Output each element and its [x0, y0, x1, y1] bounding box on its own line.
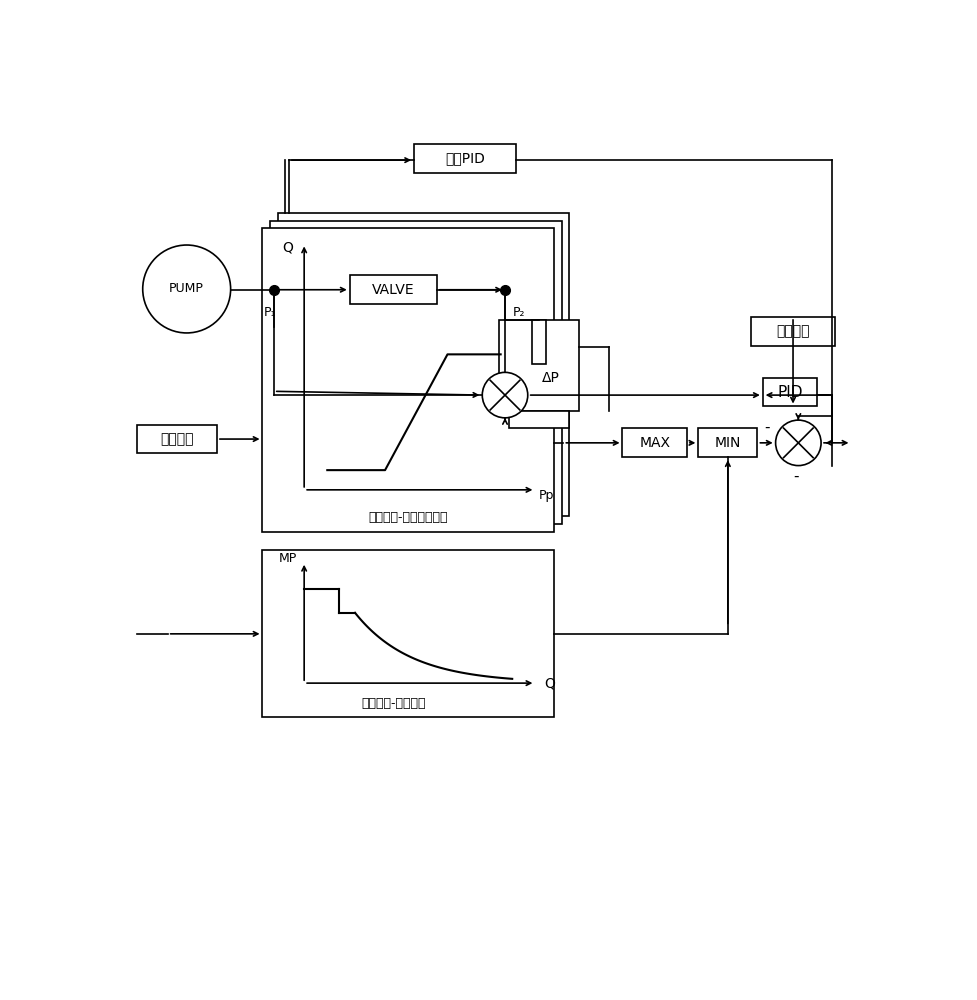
Circle shape — [775, 420, 821, 466]
Circle shape — [482, 372, 528, 418]
Bar — [499, 320, 578, 411]
Bar — [262, 550, 554, 717]
Text: VALVE: VALVE — [371, 283, 414, 297]
Text: MP: MP — [278, 552, 296, 565]
Bar — [413, 144, 516, 173]
Bar — [262, 228, 554, 532]
Bar — [270, 221, 562, 524]
Circle shape — [143, 245, 231, 333]
Text: 先导手柄: 先导手柄 — [160, 432, 193, 446]
Bar — [137, 425, 217, 453]
Bar — [698, 428, 756, 457]
Text: 扭矩PID: 扭矩PID — [445, 152, 485, 166]
Text: P₁: P₁ — [264, 306, 276, 319]
Text: 日标设定: 日标设定 — [776, 324, 809, 338]
Bar — [750, 317, 834, 346]
Text: Q: Q — [281, 240, 293, 254]
Bar — [350, 275, 437, 304]
Text: PUMP: PUMP — [169, 282, 204, 295]
Text: 先导压力-需求流量曲线: 先导压力-需求流量曲线 — [368, 511, 447, 524]
Text: ΔP: ΔP — [541, 371, 559, 385]
Text: PID: PID — [777, 385, 802, 400]
Text: -: - — [763, 420, 769, 435]
Text: Pp: Pp — [538, 489, 554, 502]
Text: Q: Q — [544, 676, 555, 690]
Text: -: - — [792, 469, 798, 484]
Text: MAX: MAX — [639, 436, 669, 450]
Text: P₂: P₂ — [512, 306, 525, 319]
Text: 主泵压力-流量曲线: 主泵压力-流量曲线 — [361, 697, 425, 710]
Bar — [277, 213, 569, 516]
Bar — [622, 428, 686, 457]
Text: MIN: MIN — [714, 436, 741, 450]
Bar — [531, 320, 545, 364]
Bar — [509, 411, 569, 428]
Bar — [762, 378, 817, 406]
